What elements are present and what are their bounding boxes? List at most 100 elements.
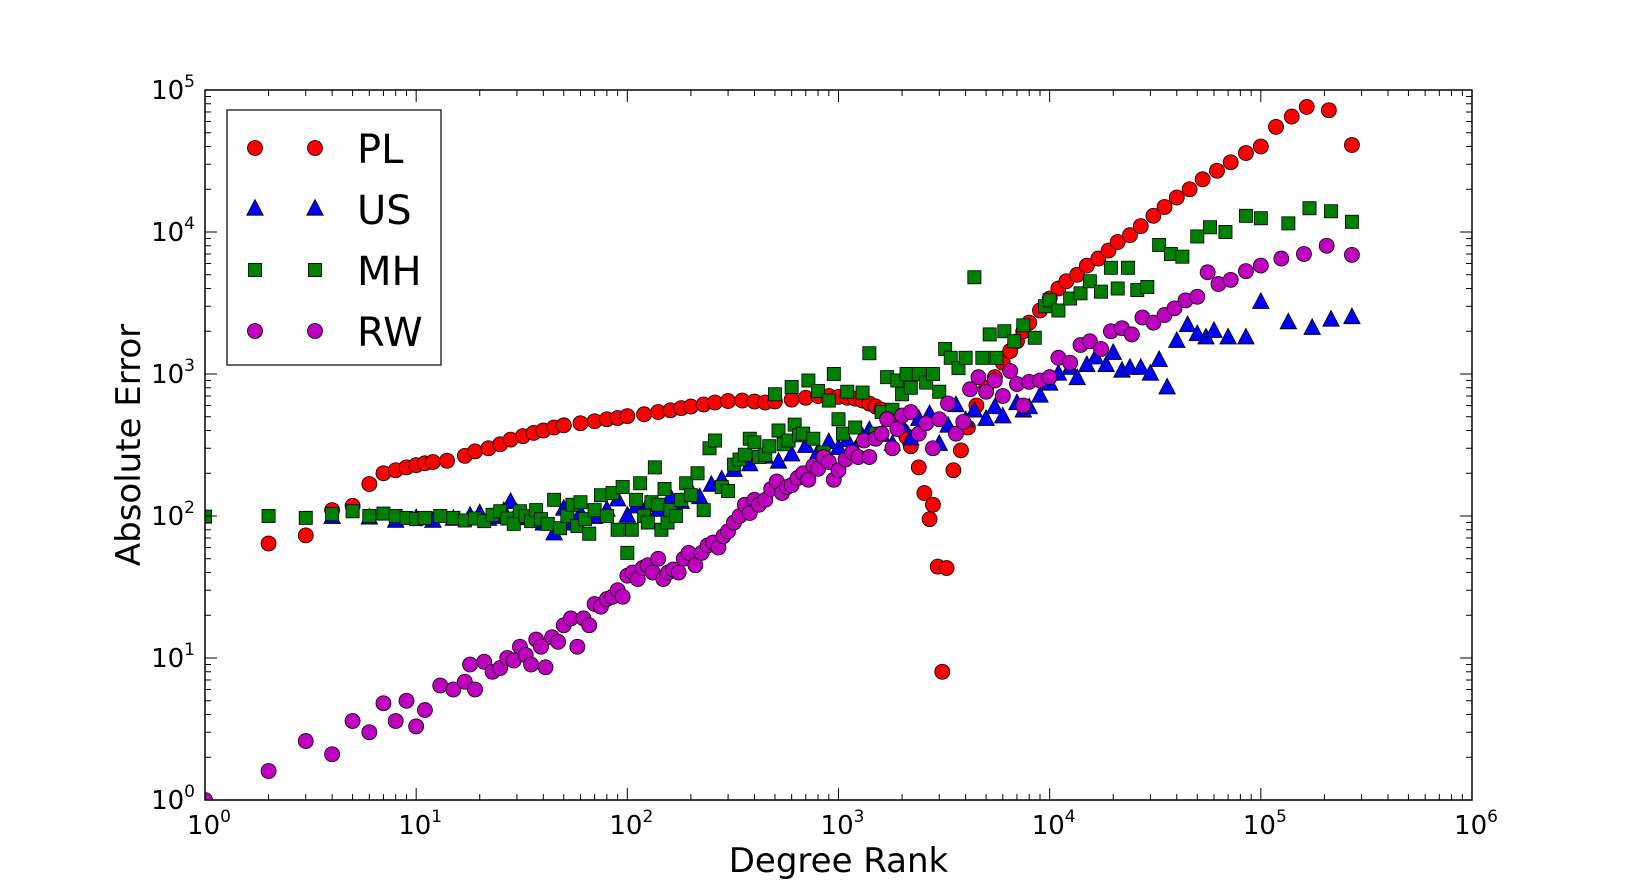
data-point-pl	[1222, 154, 1239, 171]
data-point-pl	[1344, 137, 1360, 153]
data-point-pl	[1209, 162, 1225, 179]
data-point-pl	[910, 459, 927, 476]
data-point-pl	[424, 454, 441, 470]
data-point-pl	[720, 393, 736, 409]
data-point-mh	[651, 497, 666, 512]
data-point-mh	[582, 526, 597, 541]
data-point-us	[782, 444, 801, 462]
data-point-rw	[297, 733, 314, 749]
data-point-rw	[879, 411, 896, 428]
data-point-rw	[581, 617, 598, 634]
data-point-pl	[467, 443, 483, 460]
data-point-mh	[683, 488, 698, 503]
legend-marker	[308, 263, 322, 277]
data-point-rw	[1189, 288, 1206, 305]
data-point-us	[1205, 320, 1223, 338]
x-axis-title: Degree Rank	[729, 841, 949, 881]
data-point-mh	[806, 431, 821, 446]
data-point-pl	[938, 560, 955, 576]
data-point-mh	[1238, 208, 1253, 223]
data-point-pl	[1268, 118, 1284, 135]
data-point-mh	[599, 509, 614, 523]
data-point-rw	[1145, 314, 1162, 331]
data-point-mh	[1110, 281, 1125, 296]
data-point-mh	[721, 484, 736, 498]
data-point-mh	[862, 346, 877, 361]
data-point-us	[1219, 327, 1238, 345]
data-point-pl	[572, 415, 589, 432]
data-point-rw	[940, 395, 956, 412]
data-point-rw	[614, 588, 631, 605]
data-point-mh	[1007, 334, 1022, 349]
data-point-us	[993, 406, 1012, 424]
data-point-mh	[647, 460, 662, 475]
data-point-rw	[1166, 300, 1183, 317]
data-point-rw	[1093, 341, 1109, 357]
legend-marker	[307, 323, 323, 339]
data-point-rw	[398, 692, 415, 709]
data-point-mh	[624, 522, 639, 537]
legend-marker	[307, 140, 323, 156]
legend-label: US	[357, 188, 412, 234]
data-point-pl	[1181, 181, 1198, 198]
data-point-rw	[445, 681, 462, 698]
data-point-rw	[408, 718, 425, 735]
data-point-pl	[1194, 171, 1211, 188]
data-point-rw	[948, 425, 964, 442]
data-point-us	[1237, 327, 1255, 345]
data-point-rw	[537, 659, 554, 676]
data-point-rw	[260, 763, 277, 779]
data-point-mh	[811, 383, 825, 398]
legend-label: MH	[357, 249, 422, 295]
legend-label: PL	[357, 127, 404, 173]
data-point-mh	[821, 393, 836, 408]
data-point-mh	[1302, 201, 1317, 216]
data-point-rw	[902, 404, 919, 420]
x-tick-label: 105	[1243, 807, 1287, 841]
data-point-mh	[762, 439, 777, 454]
data-point-mh	[737, 447, 752, 462]
data-point-rw	[800, 471, 817, 488]
data-point-mh	[345, 504, 360, 519]
data-point-mh	[951, 361, 966, 376]
x-tick-label: 102	[609, 807, 653, 841]
data-point-pl	[925, 496, 941, 513]
x-tick-label: 103	[821, 807, 865, 841]
data-point-pl	[916, 485, 933, 501]
data-point-mh	[690, 466, 705, 481]
y-tick-label: 104	[151, 214, 195, 248]
data-point-mh	[1253, 211, 1268, 226]
data-point-mh	[1121, 260, 1135, 275]
data-point-rw	[205, 792, 213, 800]
legend-entry-mh: MH	[248, 249, 422, 295]
data-point-pl	[1078, 257, 1095, 274]
data-point-rw	[533, 638, 549, 655]
data-point-mh	[848, 420, 863, 435]
legend-marker	[247, 323, 263, 339]
data-point-pl	[1320, 102, 1337, 119]
data-point-pl	[1132, 218, 1149, 235]
data-point-mh	[1140, 280, 1155, 294]
data-point-mh	[943, 350, 958, 365]
data-point-rw	[962, 381, 979, 398]
data-point-mh	[261, 509, 276, 523]
x-tick-label: 106	[1454, 807, 1498, 841]
y-tick-label: 103	[151, 356, 195, 390]
legend-marker	[248, 263, 262, 277]
data-point-mh	[640, 515, 655, 530]
data-point-rw	[1015, 397, 1032, 414]
data-point-pl	[260, 535, 277, 552]
data-point-mh	[1281, 216, 1296, 231]
data-point-mh	[1027, 330, 1042, 345]
data-point-mh	[801, 373, 816, 388]
data-point-rw	[861, 449, 878, 465]
data-point-mh	[840, 384, 855, 399]
data-point-mh	[1344, 214, 1359, 229]
data-point-mh	[784, 380, 799, 394]
data-point-mh	[629, 492, 644, 507]
data-point-mh	[620, 545, 635, 560]
legend-marker	[246, 198, 264, 216]
data-point-pl	[361, 476, 378, 492]
x-tick-label: 101	[398, 807, 442, 841]
data-point-rw	[1002, 363, 1019, 379]
